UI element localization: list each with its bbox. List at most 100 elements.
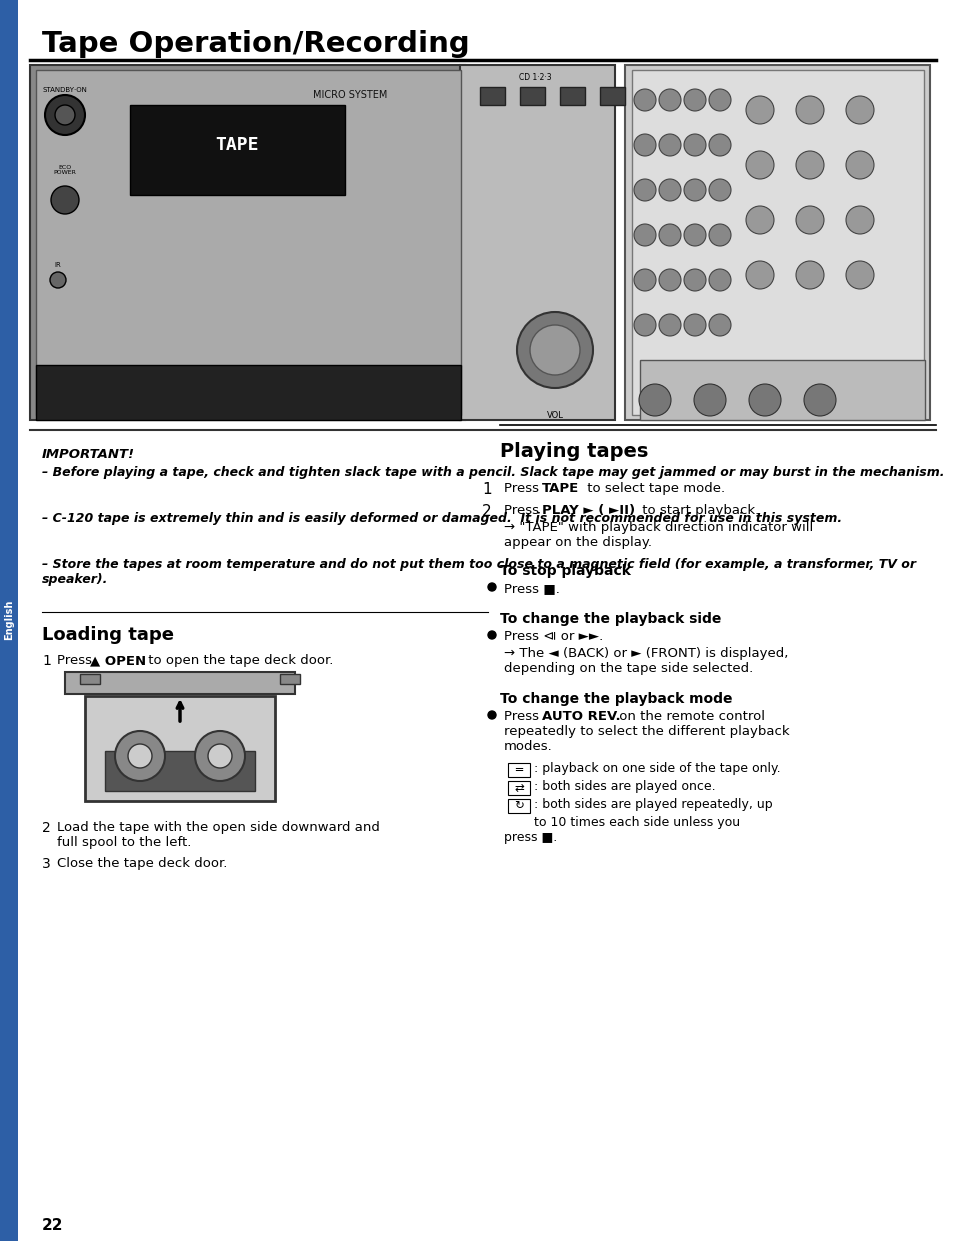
Text: ↻: ↻ — [514, 799, 523, 813]
Circle shape — [708, 179, 730, 201]
Circle shape — [634, 223, 656, 246]
Text: to start playback.: to start playback. — [638, 504, 759, 517]
Circle shape — [745, 151, 773, 179]
Circle shape — [659, 223, 680, 246]
Bar — [36, 69, 460, 414]
Text: depending on the tape side selected.: depending on the tape side selected. — [503, 661, 753, 675]
Text: Press: Press — [503, 710, 542, 724]
Circle shape — [845, 261, 873, 289]
Circle shape — [115, 731, 165, 781]
Circle shape — [488, 630, 496, 639]
Text: to open the tape deck door.: to open the tape deck door. — [144, 654, 333, 666]
Circle shape — [795, 151, 823, 179]
Text: → "TAPE" with playback direction indicator will: → "TAPE" with playback direction indicat… — [503, 521, 812, 534]
Text: Load the tape with the open side downward and
full spool to the left.: Load the tape with the open side downwar… — [57, 822, 379, 849]
Bar — [130, 105, 345, 195]
Text: 1: 1 — [481, 482, 491, 496]
Circle shape — [128, 745, 152, 768]
Circle shape — [683, 134, 705, 156]
Text: : both sides are played repeatedly, up: : both sides are played repeatedly, up — [534, 798, 772, 812]
Text: TAPE: TAPE — [541, 482, 578, 495]
Circle shape — [845, 96, 873, 124]
Circle shape — [708, 89, 730, 110]
Circle shape — [693, 383, 725, 416]
Text: ECO
POWER: ECO POWER — [53, 165, 76, 175]
Circle shape — [659, 269, 680, 290]
Bar — [0, 0, 18, 1241]
Text: English: English — [4, 599, 14, 640]
Bar — [85, 696, 274, 800]
Bar — [105, 751, 254, 791]
Circle shape — [683, 314, 705, 336]
Text: ▲ OPEN: ▲ OPEN — [90, 654, 146, 666]
Bar — [624, 65, 929, 419]
Circle shape — [659, 134, 680, 156]
Text: Press: Press — [503, 504, 542, 517]
Circle shape — [659, 179, 680, 201]
Text: To change the playback mode: To change the playback mode — [499, 692, 732, 706]
Circle shape — [708, 134, 730, 156]
Circle shape — [194, 731, 245, 781]
Text: repeatedly to select the different playback: repeatedly to select the different playb… — [503, 725, 789, 738]
Circle shape — [51, 186, 79, 213]
Circle shape — [634, 179, 656, 201]
Circle shape — [530, 325, 579, 375]
Bar — [80, 674, 100, 684]
Circle shape — [745, 206, 773, 235]
Text: 3: 3 — [42, 858, 51, 871]
Text: press ■.: press ■. — [503, 831, 557, 844]
Circle shape — [845, 151, 873, 179]
Circle shape — [683, 269, 705, 290]
Bar — [479, 87, 504, 105]
Circle shape — [708, 314, 730, 336]
Text: Press: Press — [503, 482, 542, 495]
Circle shape — [634, 89, 656, 110]
Text: STANDBY·ON: STANDBY·ON — [43, 87, 88, 93]
Circle shape — [795, 206, 823, 235]
Circle shape — [45, 96, 85, 135]
Text: – Before playing a tape, check and tighten slack tape with a pencil. Slack tape : – Before playing a tape, check and tight… — [42, 467, 943, 479]
Text: appear on the display.: appear on the display. — [503, 536, 651, 549]
Text: to select tape mode.: to select tape mode. — [582, 482, 724, 495]
Bar — [65, 671, 294, 694]
Circle shape — [208, 745, 232, 768]
Bar — [280, 674, 299, 684]
Text: AUTO REV.: AUTO REV. — [541, 710, 620, 724]
Circle shape — [659, 89, 680, 110]
Bar — [639, 360, 924, 419]
Circle shape — [683, 223, 705, 246]
Circle shape — [845, 206, 873, 235]
Text: Press ■.: Press ■. — [503, 582, 559, 594]
Text: Playing tapes: Playing tapes — [499, 442, 648, 460]
Circle shape — [55, 105, 75, 125]
Circle shape — [683, 179, 705, 201]
Circle shape — [517, 311, 593, 388]
Circle shape — [745, 261, 773, 289]
Text: modes.: modes. — [503, 740, 552, 753]
Circle shape — [708, 223, 730, 246]
Text: IMPORTANT!: IMPORTANT! — [42, 448, 135, 460]
Text: on the remote control: on the remote control — [615, 710, 764, 724]
Circle shape — [795, 261, 823, 289]
Bar — [36, 365, 460, 419]
Text: Press: Press — [57, 654, 96, 666]
Circle shape — [659, 314, 680, 336]
Text: – C-120 tape is extremely thin and is easily deformed or damaged.  It is not rec: – C-120 tape is extremely thin and is ea… — [42, 513, 841, 525]
Text: 22: 22 — [42, 1217, 64, 1232]
Text: Loading tape: Loading tape — [42, 625, 173, 644]
Circle shape — [683, 89, 705, 110]
Text: 1: 1 — [42, 654, 51, 668]
Bar — [507, 781, 530, 795]
Text: : playback on one side of the tape only.: : playback on one side of the tape only. — [534, 762, 780, 774]
Circle shape — [745, 96, 773, 124]
Circle shape — [639, 383, 670, 416]
Circle shape — [708, 269, 730, 290]
Text: To change the playback side: To change the playback side — [499, 612, 720, 625]
Circle shape — [50, 272, 66, 288]
Circle shape — [748, 383, 781, 416]
Bar — [507, 799, 530, 813]
Text: → The ◄ (BACK) or ► (FRONT) is displayed,: → The ◄ (BACK) or ► (FRONT) is displayed… — [503, 647, 787, 660]
Text: CD 1·2·3: CD 1·2·3 — [518, 73, 551, 82]
Text: ⇄: ⇄ — [514, 782, 523, 794]
Circle shape — [634, 134, 656, 156]
